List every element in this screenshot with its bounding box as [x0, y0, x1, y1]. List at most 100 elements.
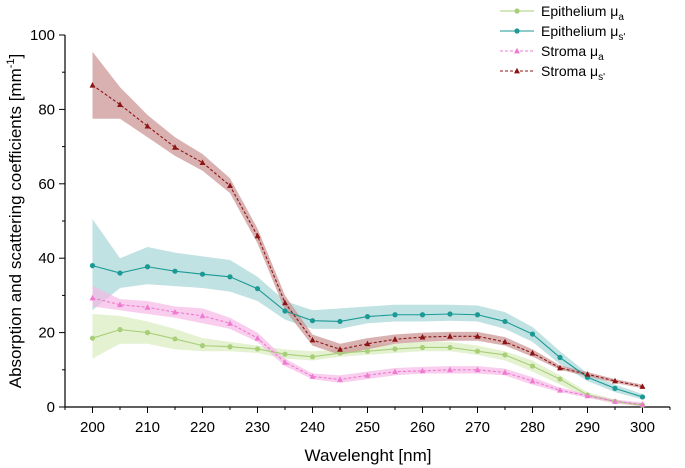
y-axis-title-superscript: -1	[5, 58, 17, 68]
point-series-3-260	[419, 333, 426, 340]
point-series-1-250	[364, 314, 371, 320]
point-series-2-275	[502, 369, 508, 375]
point-series-3-200	[89, 82, 96, 88]
point-series-0-215	[172, 336, 178, 342]
y-tick-label-0: 0	[47, 399, 55, 416]
y-tick-label-20: 20	[38, 325, 55, 342]
point-series-0-275	[502, 352, 508, 358]
x-axis-title: Wavelenght [nm]	[305, 446, 432, 465]
legend-label-3: Stroma μs'	[541, 63, 605, 83]
point-series-1-255	[392, 312, 398, 318]
x-tick-label-200: 200	[80, 419, 105, 436]
legend-label-main-0: Epithelium μ	[541, 3, 618, 19]
x-tick-label-230: 230	[245, 419, 270, 436]
point-series-0-210	[144, 330, 151, 336]
legend-label-sub-0: a	[618, 12, 624, 23]
point-series-0-200	[89, 335, 96, 341]
legend-item-0: Epithelium μa	[500, 3, 624, 23]
point-series-2-200	[89, 294, 96, 301]
point-series-1-280	[529, 331, 536, 337]
point-series-2-230	[254, 334, 261, 341]
point-series-2-260	[419, 367, 426, 374]
x-tick-label-290: 290	[575, 419, 600, 436]
point-series-3-290	[584, 371, 591, 377]
legend-label-2: Stroma μa	[541, 43, 604, 63]
point-series-3-240	[309, 336, 316, 343]
y-axis-title-main: Absorption and scattering coefficients […	[6, 68, 25, 388]
point-series-1-215	[172, 268, 178, 274]
legend-label-1: Epithelium μs'	[541, 23, 625, 43]
legend-label-sub-2: a	[598, 52, 604, 63]
point-series-2-255	[392, 368, 398, 375]
point-series-3-225	[227, 182, 233, 189]
x-tick-label-280: 280	[520, 419, 545, 436]
point-series-1-245	[337, 318, 343, 325]
point-series-3-270	[474, 333, 481, 339]
point-series-0-230	[254, 346, 261, 352]
point-series-3-205	[117, 101, 123, 107]
point-series-0-205	[117, 327, 123, 333]
point-series-0-285	[557, 376, 563, 382]
point-series-1-285	[557, 354, 563, 361]
point-series-0-280	[529, 363, 536, 369]
point-series-2-285	[557, 387, 563, 393]
point-series-3-245	[337, 346, 343, 352]
point-series-1-210	[144, 264, 151, 270]
point-series-3-250	[364, 340, 371, 347]
point-series-1-265	[447, 311, 453, 317]
point-series-1-235	[282, 308, 288, 314]
point-series-2-290	[584, 392, 591, 399]
legend-marker-1	[514, 28, 520, 34]
point-series-0-220	[199, 343, 206, 349]
point-series-3-265	[447, 333, 453, 339]
legend-label-main-3: Stroma μ	[541, 63, 598, 79]
point-series-3-255	[392, 336, 398, 342]
point-series-2-295	[612, 398, 618, 404]
point-series-2-220	[199, 312, 206, 319]
point-series-3-280	[529, 349, 536, 356]
point-series-3-235	[282, 299, 288, 306]
tick-labels: 200 210 220 230 240 250 260 270 280 290 300 0 20 40 60…	[30, 27, 655, 436]
x-tick-label-270: 270	[465, 419, 490, 436]
point-series-3-285	[557, 364, 563, 371]
band-series-1	[92, 219, 643, 400]
legend-label-0: Epithelium μa	[541, 3, 624, 23]
point-series-2-250	[364, 372, 371, 378]
y-tick-label-60: 60	[38, 176, 55, 193]
point-series-3-230	[254, 232, 261, 239]
point-series-1-300	[639, 394, 646, 400]
point-series-2-265	[447, 366, 453, 373]
point-series-2-245	[337, 376, 343, 382]
point-series-0-225	[227, 344, 233, 350]
point-series-0-240	[309, 354, 316, 360]
legend-item-2: Stroma μa	[500, 43, 604, 63]
point-series-1-240	[309, 318, 316, 324]
point-series-2-270	[474, 366, 481, 373]
x-tick-label-240: 240	[300, 419, 325, 436]
y-axis-title-close: ]	[6, 54, 25, 59]
legend-label-sub-1: s'	[618, 32, 625, 43]
point-series-1-205	[117, 270, 123, 276]
legend-marker-0	[514, 8, 520, 14]
point-series-0-270	[474, 348, 481, 354]
y-tick-label-40: 40	[38, 250, 55, 267]
point-series-3-295	[612, 377, 618, 384]
series-markers	[89, 82, 646, 408]
point-series-1-220	[199, 271, 206, 277]
point-series-1-260	[419, 312, 426, 318]
x-tick-label-250: 250	[355, 419, 380, 436]
point-series-0-260	[419, 344, 426, 351]
point-series-1-275	[502, 318, 508, 325]
point-series-2-300	[639, 401, 646, 407]
legend-label-sub-3: s'	[598, 72, 605, 83]
point-series-1-230	[254, 286, 261, 292]
axes	[59, 34, 671, 413]
legend-item-3: Stroma μs'	[500, 63, 605, 83]
point-series-1-200	[89, 263, 96, 269]
legend-label-main-1: Epithelium μ	[541, 23, 618, 39]
point-series-2-280	[529, 377, 536, 384]
x-tick-label-210: 210	[135, 419, 160, 436]
point-series-0-265	[447, 344, 453, 351]
